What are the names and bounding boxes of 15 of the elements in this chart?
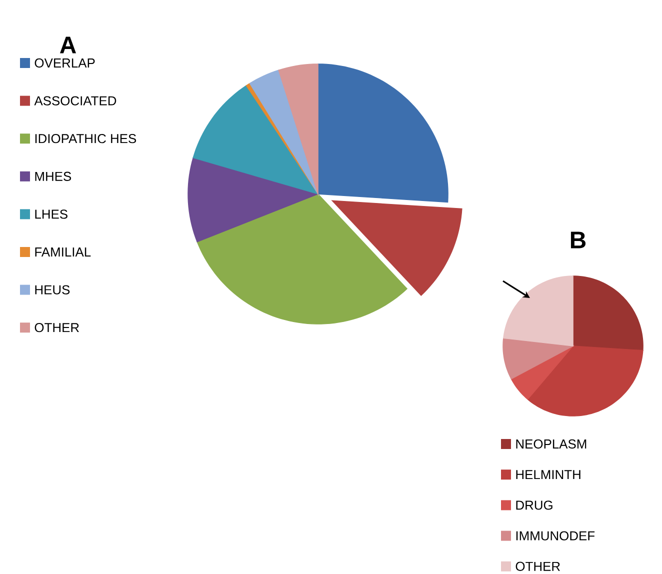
chart-title: A [60,36,76,54]
chart-title: B [570,232,586,248]
legend-label: NEOPLASM [516,439,586,449]
legend-label: IMMUNODEF [516,531,595,540]
legend-label: HEUS [35,285,70,294]
legend-label: FAMILIAL [35,248,91,256]
legend-label: ASSOCIATED [34,96,116,106]
legend-label: HELMINTH [516,470,580,480]
legend-label: OVERLAP [34,58,95,68]
legend-label: OTHER [516,562,560,571]
legend-label: IDIOPATHIC HES [35,134,136,144]
legend-label: LHES [35,210,68,219]
legend-label: OTHER [34,323,79,332]
legend-label: DRUG [516,500,552,510]
legend-label: MHES [35,172,72,181]
